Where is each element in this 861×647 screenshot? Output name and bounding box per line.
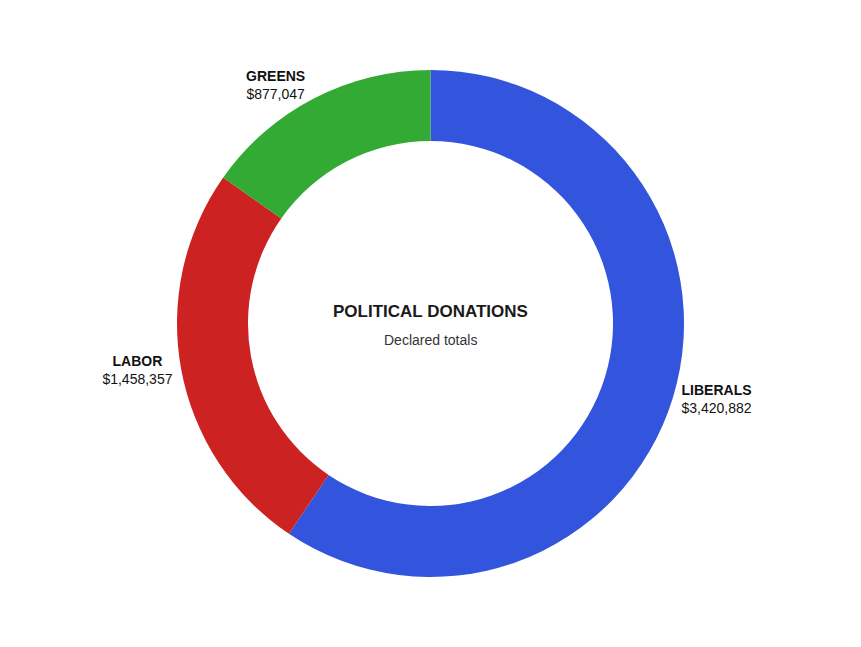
- svg-text:LIBERALS$3,420,882: LIBERALS$3,420,882: [682, 382, 752, 416]
- svg-text:POLITICAL DONATIONS: POLITICAL DONATIONS: [333, 302, 528, 321]
- svg-text:LABOR$1,458,357: LABOR$1,458,357: [102, 353, 172, 387]
- svg-text:Declared totals: Declared totals: [384, 332, 477, 348]
- svg-text:GREENS$877,047: GREENS$877,047: [246, 68, 305, 102]
